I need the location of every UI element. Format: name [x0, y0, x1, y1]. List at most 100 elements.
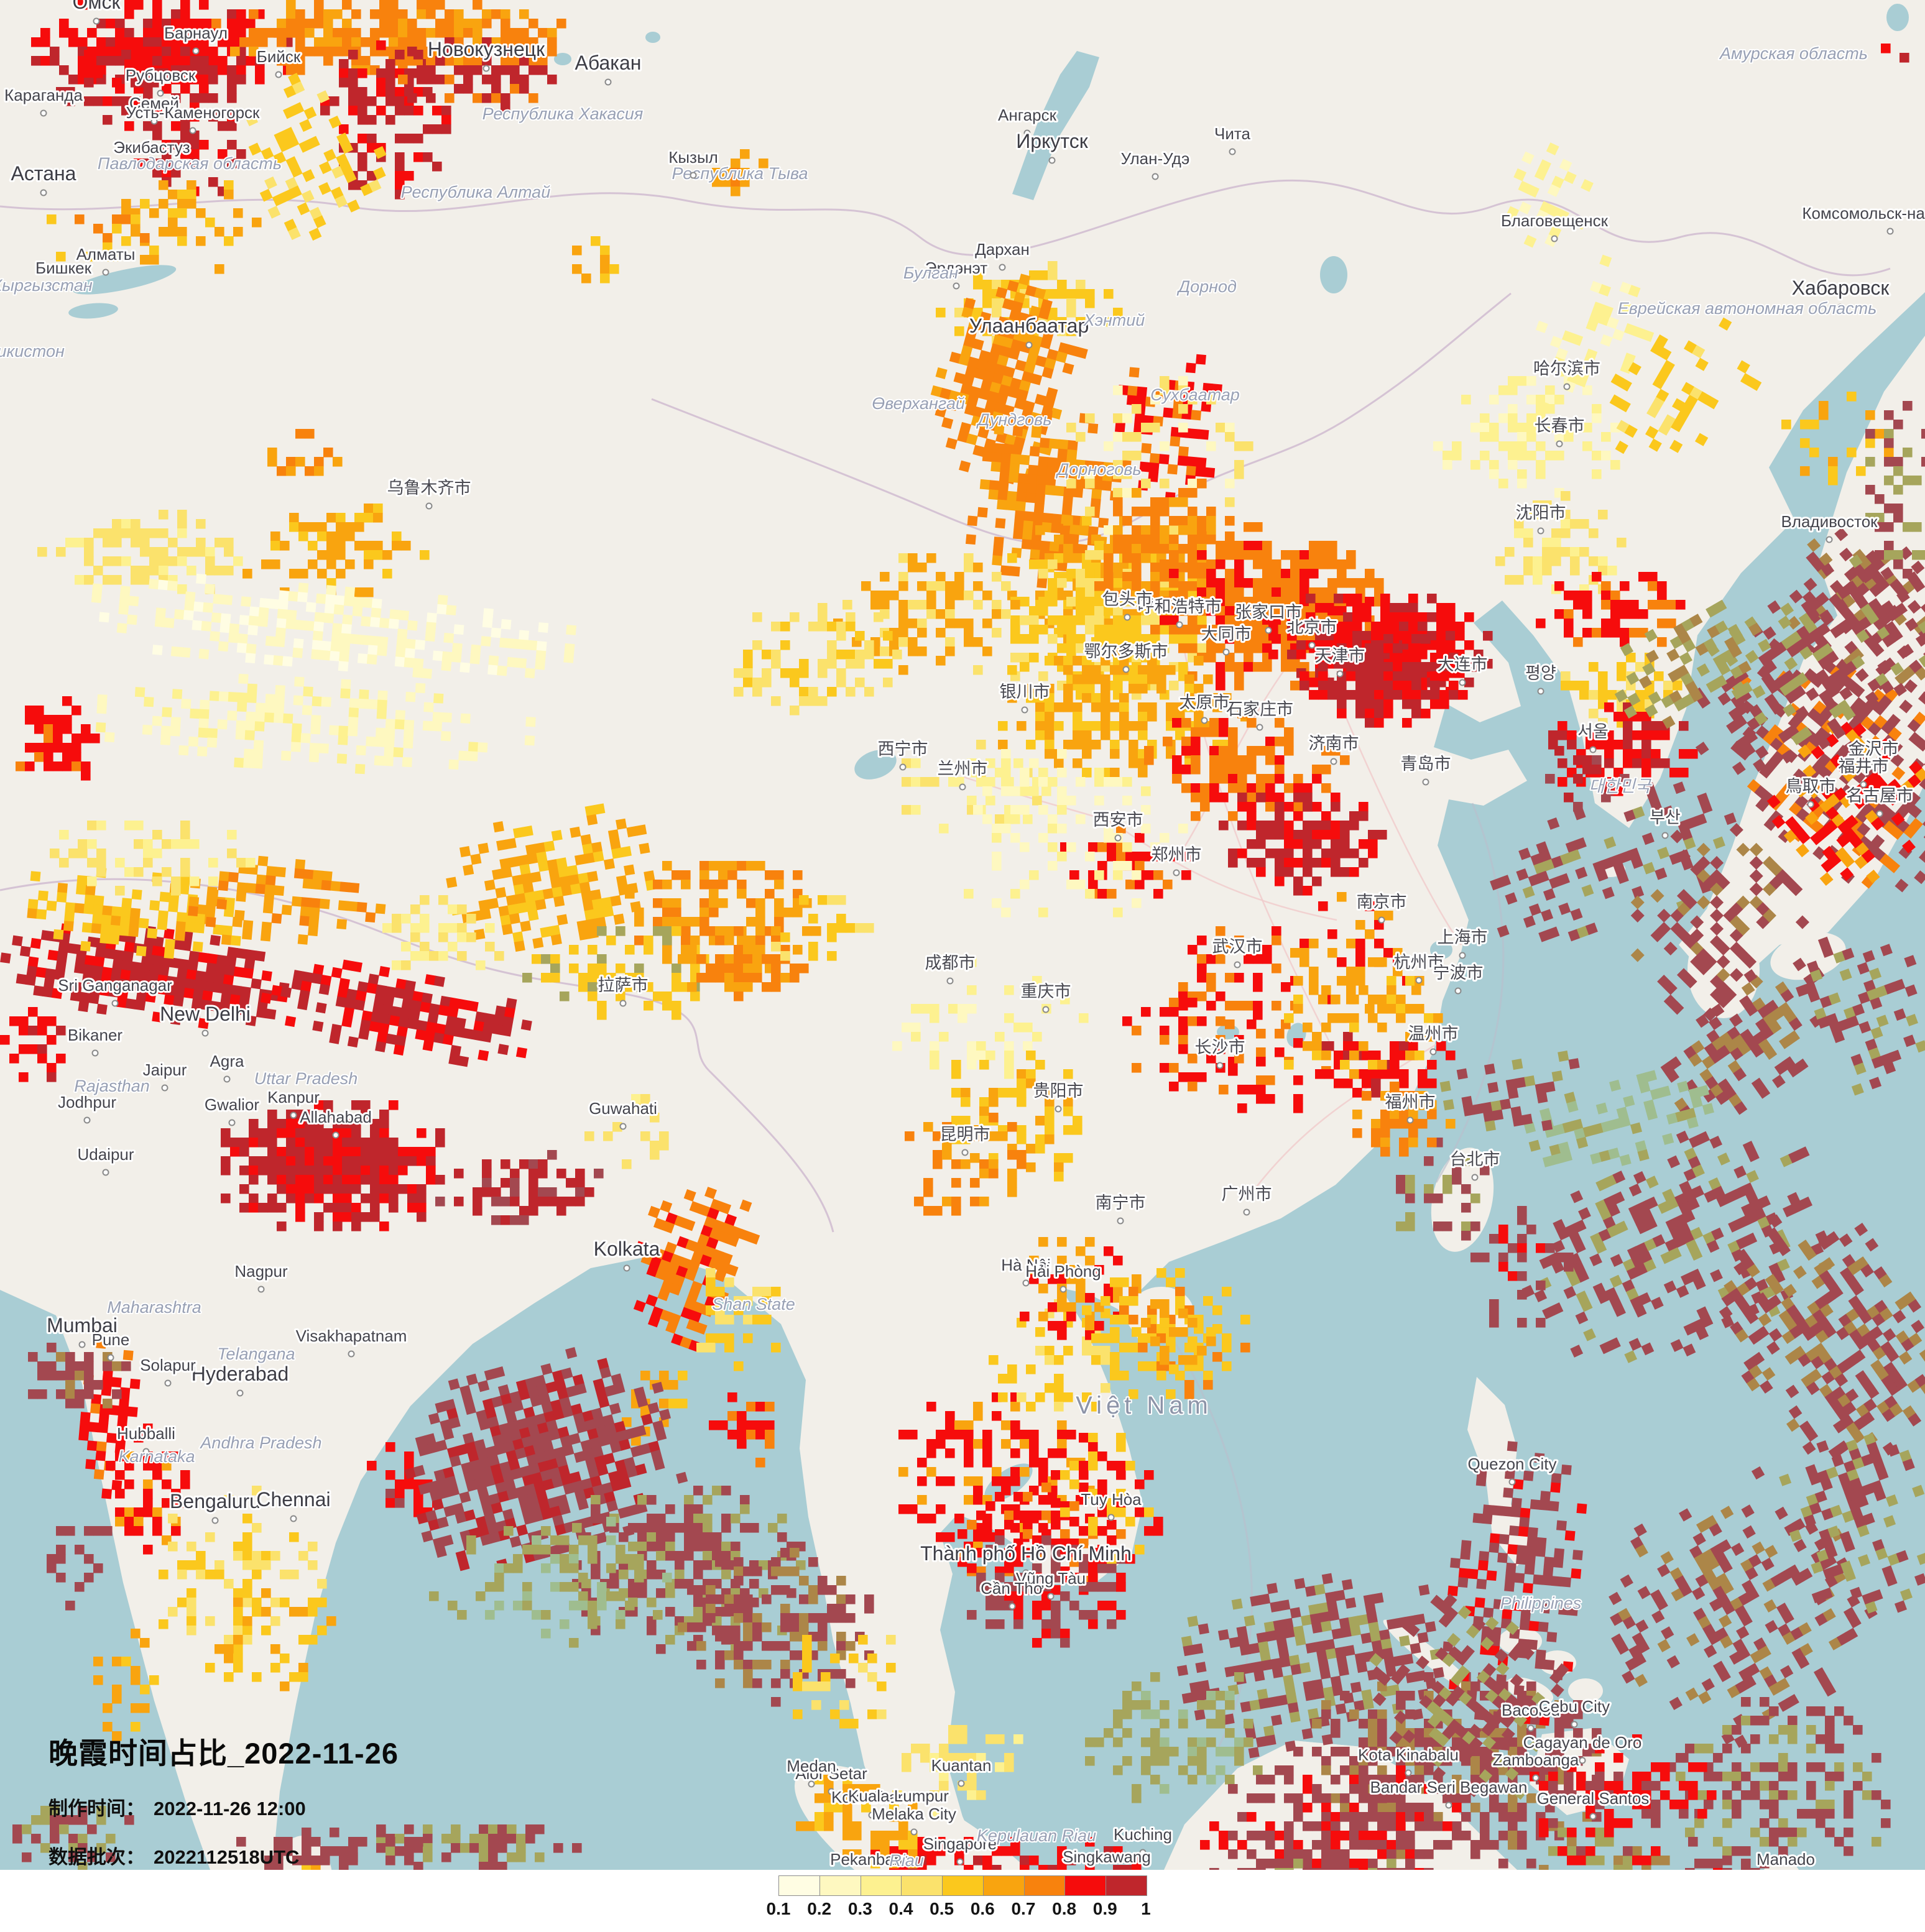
map-label: Еврейская автономная область [1618, 299, 1877, 318]
map-label: Pune [92, 1330, 130, 1349]
heat-cluster [205, 1579, 336, 1691]
city-dot [236, 1389, 244, 1397]
map-label: Дундговь [976, 410, 1052, 429]
map-label: 张家口市 [1235, 603, 1302, 622]
city-dot [1022, 1569, 1030, 1576]
city-dot [425, 502, 433, 510]
city-dot [1107, 1514, 1115, 1521]
city-dot [257, 1286, 265, 1293]
heat-cluster [382, 895, 504, 970]
city-dot [1837, 303, 1844, 311]
map-label: Udaipur [77, 1145, 134, 1164]
city-dot [1445, 1801, 1452, 1809]
city-dot [1042, 1006, 1050, 1013]
map-label: 南宁市 [1096, 1194, 1146, 1212]
map-label: 西宁市 [878, 740, 928, 758]
city-dot [1176, 621, 1183, 628]
city-dot [1021, 706, 1028, 714]
heat-cluster [1132, 1299, 1216, 1374]
city-dot [1860, 781, 1867, 788]
heat-cluster [1666, 1697, 1891, 1865]
heat-cluster [678, 926, 809, 1001]
city-dot [1308, 642, 1316, 649]
city-dot [1378, 916, 1385, 924]
map-label: Чита [1214, 124, 1250, 143]
map-label: Jaipur [143, 1060, 187, 1079]
city-dot [482, 65, 490, 72]
map-label: Andhra Pradesh [199, 1433, 321, 1452]
map-label: Омск [73, 0, 121, 13]
map-label: Thành phố Hồ Chí Minh [920, 1542, 1132, 1565]
map-label: Tuy Hòa [1081, 1490, 1142, 1509]
map-label: 石家庄市 [1226, 700, 1293, 719]
heat-cluster [245, 73, 387, 241]
heat-cluster [56, 50, 168, 125]
map-label: Việt Nam [1076, 1392, 1212, 1419]
map-label: Allahabad [300, 1108, 372, 1126]
city-dot [290, 1111, 297, 1119]
legend-tick-label: 0.6 [970, 1899, 995, 1918]
city-dot [60, 282, 67, 290]
map-label: Сухбаатар [1150, 385, 1240, 404]
map-label: Singkawang [1063, 1847, 1151, 1866]
map-label: Philippines [1500, 1594, 1582, 1612]
city-dot [1256, 724, 1263, 731]
city-dot [223, 1075, 231, 1083]
map-label: Экибастуз [113, 138, 190, 157]
map-label: Cần Thơ [981, 1579, 1044, 1598]
map-label: Павлодарская область [98, 154, 282, 173]
map-label: Bacolod [1502, 1701, 1560, 1719]
city-dot [91, 1049, 99, 1057]
city-dot [1025, 341, 1033, 349]
map-label: Дорноговь [1055, 460, 1141, 479]
map-label: Mumbai [47, 1314, 118, 1336]
map-label: Точикистон [0, 342, 65, 361]
legend-swatch [1065, 1876, 1107, 1895]
map-label: Guwahati [589, 1099, 657, 1118]
legend-swatch [779, 1876, 820, 1895]
map-label: Бишкек [35, 259, 92, 277]
city-dot [1826, 536, 1833, 543]
heat-cluster [267, 429, 343, 476]
legend-swatch [983, 1876, 1025, 1895]
map-label: Хабаровск [1792, 277, 1890, 299]
map-label: 鄂尔多斯市 [1084, 642, 1168, 661]
map-label: 福州市 [1385, 1093, 1436, 1111]
map-label: Новокузнецк [428, 38, 545, 60]
heat-cluster [37, 510, 243, 594]
city-dot [1459, 679, 1466, 686]
city-dot [142, 1448, 150, 1455]
legend-swatch [1024, 1876, 1066, 1895]
city-dot [1579, 1757, 1586, 1764]
heat-cluster [709, 1392, 775, 1468]
map-label: Семей [129, 94, 179, 113]
map-label: Усть-Каменогорск [126, 103, 260, 122]
city-dot [1876, 810, 1883, 817]
map-label: 대한민국 [1589, 777, 1652, 796]
map-label: Абакан [575, 52, 642, 74]
map-label: Agra [210, 1052, 244, 1070]
heat-cluster [91, 573, 577, 679]
city-dot [1471, 1174, 1479, 1181]
map-label: 太原市 [1179, 693, 1230, 712]
heat-cluster [1535, 254, 1655, 413]
map-label: 台北市 [1450, 1150, 1500, 1169]
city-dot [1589, 746, 1597, 753]
heat-cluster [633, 1187, 760, 1353]
heat-cluster [398, 37, 557, 113]
heat-cluster [236, 1828, 423, 1870]
map-label: Улаанбаатар [969, 315, 1089, 337]
heat-cluster [1443, 1441, 1587, 1750]
map-label: Melaka City [872, 1805, 956, 1823]
city-dot [1415, 977, 1423, 984]
city-dot [1886, 228, 1894, 235]
city-dot [1330, 758, 1337, 765]
city-dot [1508, 1478, 1516, 1486]
map-label: Hyderabad [192, 1363, 289, 1385]
city-dot [1405, 1769, 1412, 1777]
production-time-row: 制作时间： 2022-11-26 12:00 [48, 1793, 399, 1821]
heat-cluster [28, 1343, 131, 1409]
map-label: Владивосток [1781, 512, 1878, 531]
map-label: Vũng Tàu [1016, 1569, 1086, 1588]
map-label: Bandar Seri Begawan [1370, 1778, 1528, 1796]
